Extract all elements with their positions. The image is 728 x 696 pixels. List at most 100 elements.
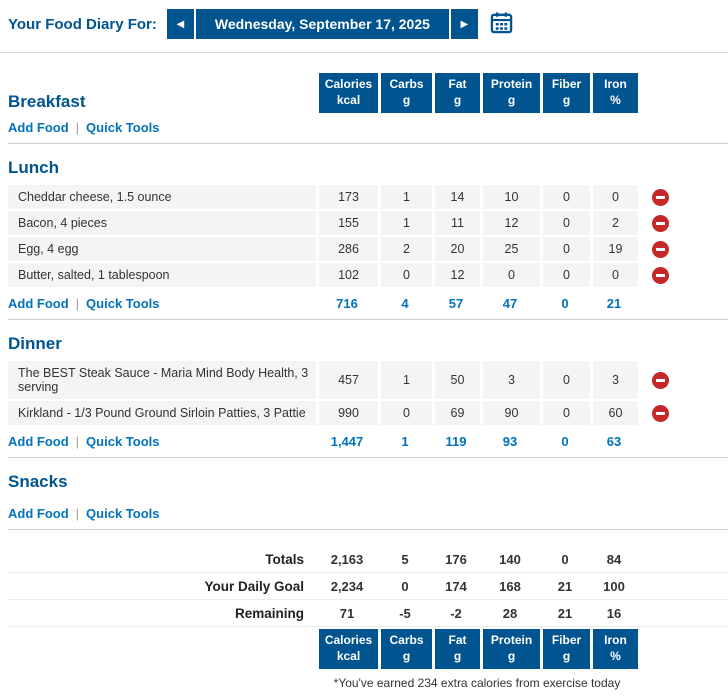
page-title: Your Food Diary For:	[8, 15, 157, 33]
column-unit: g	[453, 648, 462, 663]
column-header-calories: Calories kcal	[316, 73, 378, 114]
meal-total-protein: 93	[502, 434, 518, 450]
food-row: Cheddar cheese, 1.5 ounce 173 1 14 10 0 …	[8, 185, 728, 212]
nutrient-value-fiber: 0	[540, 211, 590, 238]
nutrient-value-protein: 10	[480, 185, 540, 212]
right-arrow-icon: ▶	[460, 18, 469, 30]
table-header-row: Breakfast Calories kcal Carbs g Fat g Prote…	[8, 73, 728, 114]
calendar-icon	[490, 11, 513, 37]
food-name[interactable]: Bacon, 4 pieces	[8, 211, 316, 238]
food-row: The BEST Steak Sauce - Maria Mind Body H…	[8, 361, 728, 402]
remaining-value: 21	[557, 605, 573, 621]
nutrient-value-carbs: 0	[378, 401, 432, 428]
column-label: Protein	[490, 77, 533, 91]
nutrient-value-calories: 155	[316, 211, 378, 238]
food-row: Egg, 4 egg 286 2 20 25 0 19	[8, 237, 728, 264]
link-separator: |	[75, 506, 80, 522]
column-unit: g	[507, 92, 516, 107]
nutrient-value-fat: 11	[432, 211, 480, 238]
food-name[interactable]: Butter, salted, 1 tablespoon	[8, 263, 316, 290]
add-food-link[interactable]: Add Food	[8, 120, 69, 136]
add-food-link[interactable]: Add Food	[8, 506, 69, 522]
quick-tools-link[interactable]: Quick Tools	[86, 296, 160, 312]
column-unit: g	[402, 92, 411, 107]
meal-total-iron: 63	[606, 434, 622, 450]
quick-tools-link[interactable]: Quick Tools	[86, 434, 160, 450]
diary-table: Breakfast Calories kcal Carbs g Fat g Prote…	[0, 73, 728, 690]
nutrient-value-fat: 50	[432, 361, 480, 402]
meal-total-calories: 716	[336, 296, 358, 312]
column-label: Iron	[604, 633, 627, 648]
nutrient-value-fat: 69	[432, 401, 480, 428]
nutrient-value-carbs: 2	[378, 237, 432, 264]
calendar-button[interactable]	[490, 11, 513, 37]
column-unit: g	[453, 92, 462, 107]
total-value-fiber: 0	[561, 551, 569, 567]
column-label: Fat	[448, 633, 467, 648]
food-name[interactable]: Kirkland - 1/3 Pound Ground Sirloin Patt…	[8, 401, 316, 428]
lunch-addfood-row: Add Food | Quick Tools 716 4 57 47 0 21	[8, 289, 728, 321]
meal-total-carbs: 4	[401, 296, 409, 312]
section-title-snacks: Snacks	[8, 472, 68, 492]
column-header-fiber: Fiber g	[540, 629, 590, 670]
nutrient-value-iron: 2	[590, 211, 638, 238]
column-label: Iron	[604, 77, 627, 91]
goal-value-fiber: 21	[557, 578, 573, 594]
totals-row: Totals 2,163 5 176 140 0 84	[8, 546, 728, 574]
column-unit: %	[610, 92, 621, 107]
column-header-fiber: Fiber g	[540, 73, 590, 114]
delete-entry-icon[interactable]	[652, 188, 669, 206]
nutrient-value-carbs: 0	[378, 263, 432, 290]
delete-entry-icon[interactable]	[652, 240, 669, 258]
dinner-addfood-row: Add Food | Quick Tools 1,447 1 119 93 0 …	[8, 427, 728, 459]
delete-entry-icon[interactable]	[652, 371, 669, 389]
column-unit: kcal	[336, 92, 361, 107]
meal-total-fiber: 0	[561, 434, 569, 450]
column-label: Carbs	[389, 77, 424, 91]
column-unit: %	[610, 648, 621, 663]
food-name[interactable]: Cheddar cheese, 1.5 ounce	[8, 185, 316, 212]
column-label: Protein	[490, 633, 533, 648]
meal-total-fat: 119	[445, 434, 467, 450]
next-day-button[interactable]: ▶	[450, 9, 478, 39]
delete-entry-icon[interactable]	[652, 266, 669, 284]
column-header-fat: Fat g	[432, 73, 480, 114]
goal-value-iron: 100	[603, 578, 625, 594]
food-row: Butter, salted, 1 tablespoon 102 0 12 0 …	[8, 263, 728, 290]
remaining-value: 28	[502, 605, 518, 621]
remaining-value: -5	[399, 605, 411, 621]
delete-entry-icon[interactable]	[652, 214, 669, 232]
add-food-link[interactable]: Add Food	[8, 434, 69, 450]
breakfast-addfood-row: Add Food | Quick Tools	[8, 113, 728, 145]
column-header-iron: Iron%	[590, 73, 638, 114]
column-header-protein: Protein g	[480, 629, 540, 670]
nutrient-value-fat: 12	[432, 263, 480, 290]
exercise-footnote: *You've earned 234 extra calories from e…	[333, 676, 621, 691]
food-row: Bacon, 4 pieces 155 1 11 12 0 2	[8, 211, 728, 238]
column-label: Carbs	[389, 633, 424, 648]
add-food-link[interactable]: Add Food	[8, 296, 69, 312]
section-title-lunch: Lunch	[8, 158, 59, 178]
meal-total-iron: 21	[606, 296, 622, 312]
quick-tools-link[interactable]: Quick Tools	[86, 120, 160, 136]
nutrient-value-carbs: 1	[378, 211, 432, 238]
remaining-value: 16	[606, 605, 622, 621]
daily-goal-label: Your Daily Goal	[204, 578, 304, 594]
nutrient-value-carbs: 1	[378, 361, 432, 402]
quick-tools-link[interactable]: Quick Tools	[86, 506, 160, 522]
section-title-breakfast: Breakfast	[8, 92, 86, 112]
left-arrow-icon: ◀	[176, 18, 185, 30]
daily-goal-row: Your Daily Goal 2,234 0 174 168 21 100	[8, 573, 728, 601]
nutrient-value-calories: 457	[316, 361, 378, 402]
food-name[interactable]: The BEST Steak Sauce - Maria Mind Body H…	[8, 361, 316, 402]
prev-day-button[interactable]: ◀	[166, 9, 194, 39]
table-footer-header-row: Calories kcal Carbs g Fat g Protein g Fiber g…	[8, 629, 728, 670]
meal-total-fat: 57	[448, 296, 464, 312]
column-header-protein: Protein g	[480, 73, 540, 114]
total-value-protein: 140	[499, 551, 521, 567]
delete-entry-icon[interactable]	[652, 404, 669, 422]
column-unit: kcal	[336, 648, 361, 663]
food-name[interactable]: Egg, 4 egg	[8, 237, 316, 264]
total-value-calories: 2,163	[330, 551, 364, 567]
current-date[interactable]: Wednesday, September 17, 2025	[195, 9, 449, 39]
